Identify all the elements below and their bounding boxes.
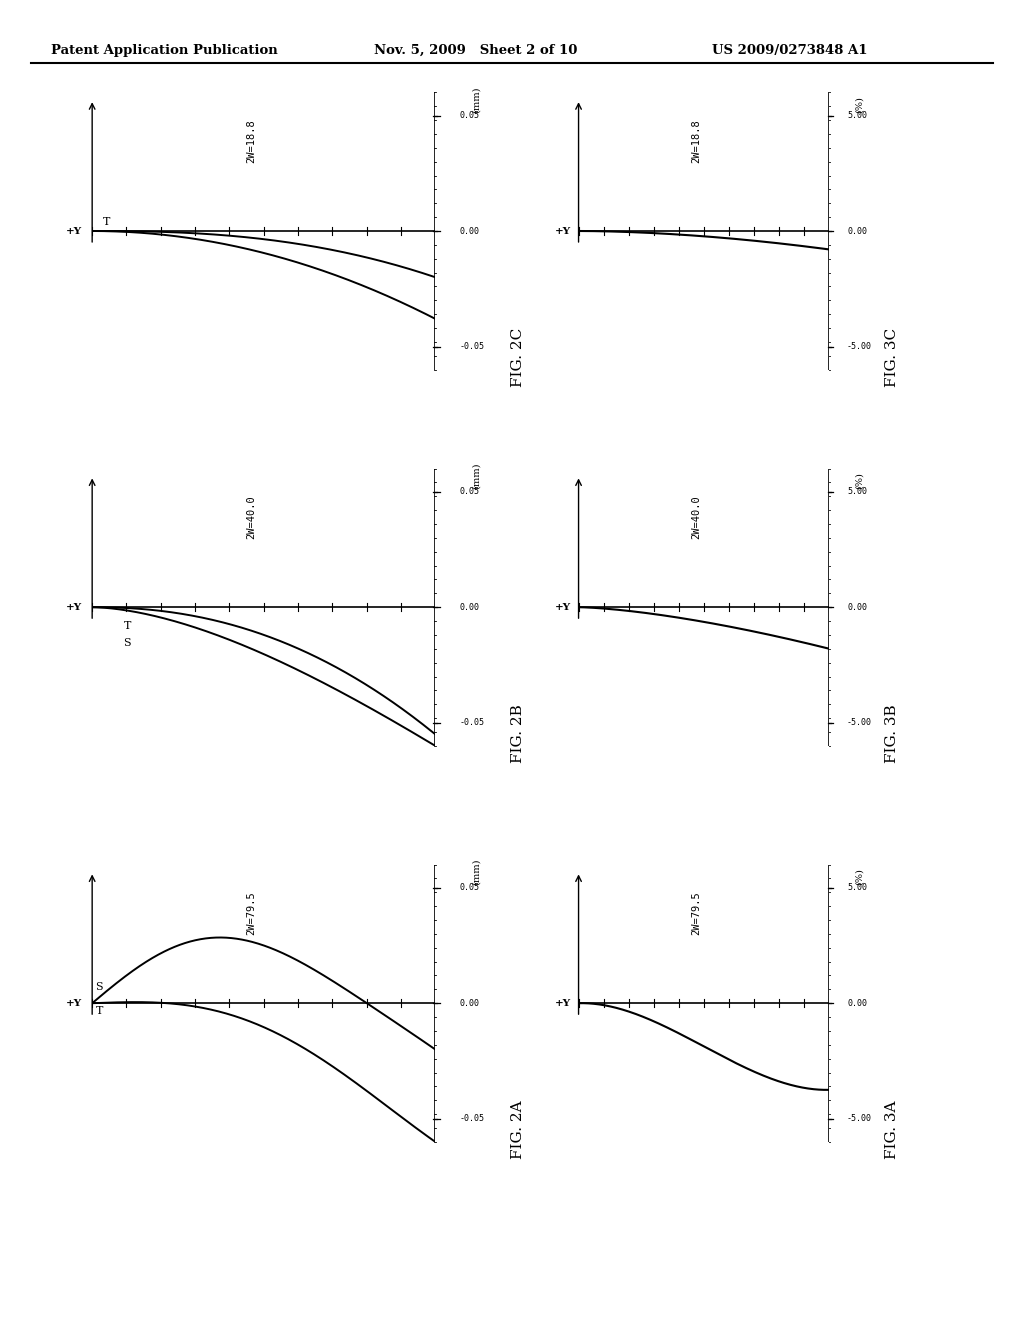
Text: FIG. 3C: FIG. 3C xyxy=(885,327,899,387)
Text: T: T xyxy=(124,622,131,631)
Text: FIG. 2B: FIG. 2B xyxy=(511,705,524,763)
Text: FIG. 2C: FIG. 2C xyxy=(511,327,524,387)
Text: T: T xyxy=(95,1006,103,1016)
Text: -5.00: -5.00 xyxy=(847,718,872,727)
Text: -5.00: -5.00 xyxy=(847,1114,872,1123)
Text: 0.00: 0.00 xyxy=(459,603,479,611)
Text: 5.00: 5.00 xyxy=(847,883,867,892)
Text: 2W=40.0: 2W=40.0 xyxy=(247,495,257,539)
Text: +Y: +Y xyxy=(555,603,571,611)
Text: 0.05: 0.05 xyxy=(459,487,479,496)
Text: +Y: +Y xyxy=(555,999,571,1007)
Text: 5.00: 5.00 xyxy=(847,111,867,120)
Text: S: S xyxy=(124,638,131,648)
Text: 2W=79.5: 2W=79.5 xyxy=(691,891,701,935)
Text: 0.00: 0.00 xyxy=(847,603,867,611)
Text: +Y: +Y xyxy=(555,227,571,235)
Text: 0.05: 0.05 xyxy=(459,111,479,120)
Text: (mm): (mm) xyxy=(472,463,481,490)
Text: -0.05: -0.05 xyxy=(459,1114,484,1123)
Text: 0.00: 0.00 xyxy=(847,999,867,1007)
Text: (mm): (mm) xyxy=(472,859,481,886)
Text: +Y: +Y xyxy=(66,999,82,1007)
Text: 0.05: 0.05 xyxy=(459,883,479,892)
Text: 0.00: 0.00 xyxy=(459,999,479,1007)
Text: FIG. 3A: FIG. 3A xyxy=(885,1101,899,1159)
Text: T: T xyxy=(103,216,111,227)
Text: 2W=18.8: 2W=18.8 xyxy=(247,119,257,162)
Text: 2W=40.0: 2W=40.0 xyxy=(691,495,701,539)
Text: 0.00: 0.00 xyxy=(847,227,867,235)
Text: FIG. 2A: FIG. 2A xyxy=(511,1101,524,1159)
Text: -0.05: -0.05 xyxy=(459,718,484,727)
Text: +Y: +Y xyxy=(66,603,82,611)
Text: FIG. 3B: FIG. 3B xyxy=(885,705,899,763)
Text: 0.00: 0.00 xyxy=(459,227,479,235)
Text: (%): (%) xyxy=(855,96,864,114)
Text: S: S xyxy=(95,982,103,991)
Text: +Y: +Y xyxy=(66,227,82,235)
Text: -0.05: -0.05 xyxy=(459,342,484,351)
Text: (%): (%) xyxy=(855,869,864,886)
Text: 2W=18.8: 2W=18.8 xyxy=(691,119,701,162)
Text: 2W=79.5: 2W=79.5 xyxy=(247,891,257,935)
Text: Patent Application Publication: Patent Application Publication xyxy=(51,44,278,57)
Text: (mm): (mm) xyxy=(472,87,481,114)
Text: -5.00: -5.00 xyxy=(847,342,872,351)
Text: 5.00: 5.00 xyxy=(847,487,867,496)
Text: (%): (%) xyxy=(855,473,864,490)
Text: Nov. 5, 2009   Sheet 2 of 10: Nov. 5, 2009 Sheet 2 of 10 xyxy=(374,44,578,57)
Text: US 2009/0273848 A1: US 2009/0273848 A1 xyxy=(712,44,867,57)
